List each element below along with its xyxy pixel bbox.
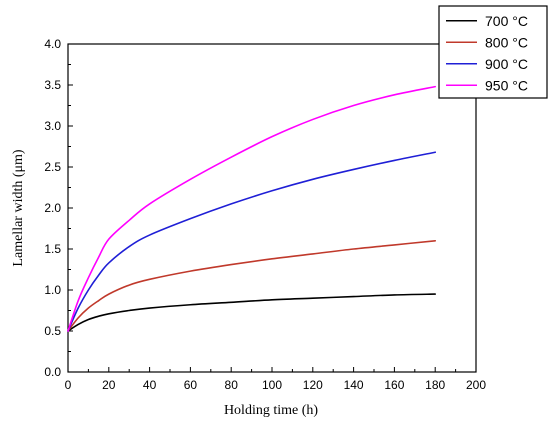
- x-tick-label: 200: [466, 378, 486, 392]
- x-axis-title: Holding time (h): [224, 403, 318, 418]
- x-tick-label: 80: [225, 378, 239, 392]
- series-line-3: [67, 151, 436, 332]
- series-line-1: [67, 293, 436, 332]
- y-tick-label: 3.5: [44, 78, 61, 92]
- legend-label: 900 °C: [485, 56, 528, 72]
- y-tick-label: 2.0: [44, 201, 61, 215]
- y-tick-label: 4.0: [44, 37, 61, 51]
- x-tick-label: 0: [65, 378, 72, 392]
- y-tick-label: 1.5: [44, 242, 61, 256]
- y-tick-label: 1.0: [44, 283, 61, 297]
- y-axis-title: Lamellar width (μm): [11, 149, 26, 266]
- series-line-4: [67, 85, 436, 332]
- legend-label: 800 °C: [485, 34, 528, 50]
- plot-frame: [67, 43, 477, 373]
- legend-label: 950 °C: [485, 77, 528, 93]
- y-tick-label: 0.0: [44, 365, 61, 379]
- series-lines: [67, 85, 436, 332]
- axis-ticks: 0 20 40 60 80 100 120 140 160 180 200 0.0 0.5 1.0 1.5 2…: [44, 37, 486, 392]
- legend: 700 °C 800 °C 900 °C 950 °C: [438, 5, 548, 99]
- series-line-2: [67, 240, 436, 332]
- x-tick-label: 100: [262, 378, 282, 392]
- y-tick-label: 2.5: [44, 160, 61, 174]
- x-tick-label: 40: [143, 378, 157, 392]
- x-tick-label: 160: [384, 378, 404, 392]
- x-tick-label: 20: [102, 378, 116, 392]
- y-tick-label: 0.5: [44, 324, 61, 338]
- x-tick-label: 120: [303, 378, 323, 392]
- y-tick-label: 3.0: [44, 119, 61, 133]
- x-tick-label: 140: [344, 378, 364, 392]
- x-tick-label: 180: [425, 378, 445, 392]
- plot-area: [67, 43, 477, 373]
- x-tick-label: 60: [184, 378, 198, 392]
- legend-label: 700 °C: [485, 13, 528, 29]
